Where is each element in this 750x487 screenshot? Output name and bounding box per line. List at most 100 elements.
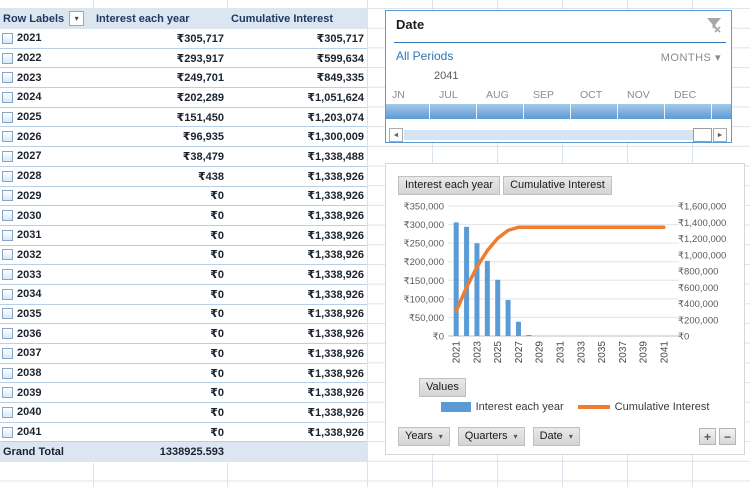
cumulative-cell[interactable]: ₹849,335 (316, 72, 364, 85)
cumulative-cell[interactable]: ₹1,338,926 (307, 406, 364, 419)
interest-cell[interactable]: ₹0 (210, 426, 224, 439)
row-label-cell[interactable]: 2034 (0, 288, 93, 300)
grand-total-row[interactable]: Grand Total 1338925.593 (0, 442, 367, 463)
timeline-month-segment[interactable] (570, 104, 617, 119)
timeline-month-segment[interactable] (386, 104, 429, 119)
cumulative-cell[interactable]: ₹599,634 (316, 52, 364, 65)
interest-cell[interactable]: ₹0 (210, 367, 224, 380)
expand-icon[interactable] (2, 229, 13, 241)
expand-icon[interactable] (2, 52, 13, 64)
cumulative-cell[interactable]: ₹1,338,926 (307, 190, 364, 203)
cumulative-cell[interactable]: ₹1,338,488 (307, 150, 364, 163)
axis-button-years[interactable]: Years ▾ (398, 427, 450, 446)
cumulative-cell[interactable]: ₹1,338,926 (307, 210, 364, 223)
interest-cell[interactable]: ₹0 (210, 328, 224, 341)
cumulative-cell[interactable]: ₹1,338,926 (307, 288, 364, 301)
interest-cell[interactable]: ₹0 (210, 347, 224, 360)
expand-icon[interactable] (2, 288, 13, 300)
timeline-month-segment[interactable] (476, 104, 523, 119)
timeline-month-segment[interactable] (429, 104, 476, 119)
row-label-cell[interactable]: 2029 (0, 190, 93, 202)
expand-field-button[interactable]: + (699, 428, 716, 445)
cumulative-cell[interactable]: ₹1,338,926 (307, 269, 364, 282)
timeline-month-segment[interactable] (711, 104, 731, 119)
expand-icon[interactable] (2, 347, 13, 359)
expand-icon[interactable] (2, 269, 13, 281)
interest-cell[interactable]: ₹438 (197, 170, 224, 183)
expand-icon[interactable] (2, 406, 13, 418)
row-label-cell[interactable]: 2023 (0, 72, 93, 84)
scroll-right-button[interactable]: ► (713, 128, 727, 142)
expand-icon[interactable] (2, 308, 13, 320)
expand-icon[interactable] (2, 111, 13, 123)
interest-cell[interactable]: ₹0 (210, 288, 224, 301)
axis-button-date[interactable]: Date ▾ (532, 427, 580, 446)
row-label-cell[interactable]: 2026 (0, 131, 93, 143)
expand-icon[interactable] (2, 249, 13, 261)
expand-icon[interactable] (2, 131, 13, 143)
row-label-cell[interactable]: 2035 (0, 308, 93, 320)
row-label-cell[interactable]: 2032 (0, 249, 93, 261)
expand-icon[interactable] (2, 170, 13, 182)
expand-icon[interactable] (2, 72, 13, 84)
interest-cell[interactable]: ₹202,289 (176, 91, 224, 104)
scrollbar-thumb[interactable] (693, 128, 712, 142)
row-label-cell[interactable]: 2039 (0, 387, 93, 399)
row-label-cell[interactable]: 2022 (0, 52, 93, 64)
interest-cell[interactable]: ₹0 (210, 308, 224, 321)
row-label-cell[interactable]: 2038 (0, 367, 93, 379)
expand-icon[interactable] (2, 150, 13, 162)
timeline-month-segment[interactable] (617, 104, 664, 119)
cumulative-cell[interactable]: ₹1,338,926 (307, 367, 364, 380)
row-label-cell[interactable]: 2033 (0, 269, 93, 281)
cumulative-cell[interactable]: ₹1,338,926 (307, 347, 364, 360)
interest-cell[interactable]: ₹96,935 (182, 131, 224, 144)
cumulative-cell[interactable]: ₹1,300,009 (307, 131, 364, 144)
row-label-cell[interactable]: 2031 (0, 229, 93, 241)
scrollbar-track[interactable] (404, 130, 693, 140)
interest-cell[interactable]: ₹0 (210, 249, 224, 262)
interest-cell[interactable]: ₹151,450 (176, 111, 224, 124)
row-label-cell[interactable]: 2025 (0, 111, 93, 123)
cumulative-cell[interactable]: ₹1,338,926 (307, 387, 364, 400)
axis-button-quarters[interactable]: Quarters ▾ (457, 427, 525, 446)
interest-cell[interactable]: ₹0 (210, 229, 224, 242)
interest-cell[interactable]: ₹0 (210, 406, 224, 419)
collapse-field-button[interactable]: − (719, 428, 736, 445)
expand-icon[interactable] (2, 426, 13, 438)
clear-filter-icon[interactable] (704, 15, 724, 35)
expand-icon[interactable] (2, 210, 13, 222)
row-label-cell[interactable]: 2024 (0, 91, 93, 103)
field-button-cumulative[interactable]: Cumulative Interest (503, 176, 612, 195)
cumulative-cell[interactable]: ₹1,338,926 (307, 170, 364, 183)
expand-icon[interactable] (2, 190, 13, 202)
cumulative-cell[interactable]: ₹1,203,074 (307, 111, 364, 124)
interest-cell[interactable]: ₹305,717 (176, 32, 224, 45)
cumulative-column-header[interactable]: Cumulative Interest (231, 12, 334, 25)
cumulative-cell[interactable]: ₹1,338,926 (307, 426, 364, 439)
timeline-month-segment[interactable] (523, 104, 570, 119)
interest-cell[interactable]: ₹0 (210, 190, 224, 203)
interest-cell[interactable]: ₹0 (210, 210, 224, 223)
row-labels-filter-button[interactable]: ▾ (69, 11, 85, 26)
cumulative-cell[interactable]: ₹1,338,926 (307, 229, 364, 242)
row-label-cell[interactable]: 2021 (0, 32, 93, 44)
cumulative-cell[interactable]: ₹1,338,926 (307, 249, 364, 262)
expand-icon[interactable] (2, 387, 13, 399)
cumulative-cell[interactable]: ₹1,051,624 (307, 91, 364, 104)
row-label-cell[interactable]: 2028 (0, 170, 93, 182)
expand-icon[interactable] (2, 328, 13, 340)
interest-column-header[interactable]: Interest each year (96, 12, 190, 25)
interest-cell[interactable]: ₹249,701 (176, 72, 224, 85)
interest-cell[interactable]: ₹0 (210, 269, 224, 282)
field-button-interest[interactable]: Interest each year (398, 176, 501, 195)
row-label-cell[interactable]: 2030 (0, 210, 93, 222)
expand-icon[interactable] (2, 367, 13, 379)
cumulative-cell[interactable]: ₹1,338,926 (307, 308, 364, 321)
interest-cell[interactable]: ₹293,917 (176, 52, 224, 65)
row-label-cell[interactable]: 2036 (0, 328, 93, 340)
cumulative-cell[interactable]: ₹1,338,926 (307, 328, 364, 341)
row-label-cell[interactable]: 2027 (0, 150, 93, 162)
values-field-button[interactable]: Values (419, 378, 466, 397)
interest-cell[interactable]: ₹0 (210, 387, 224, 400)
